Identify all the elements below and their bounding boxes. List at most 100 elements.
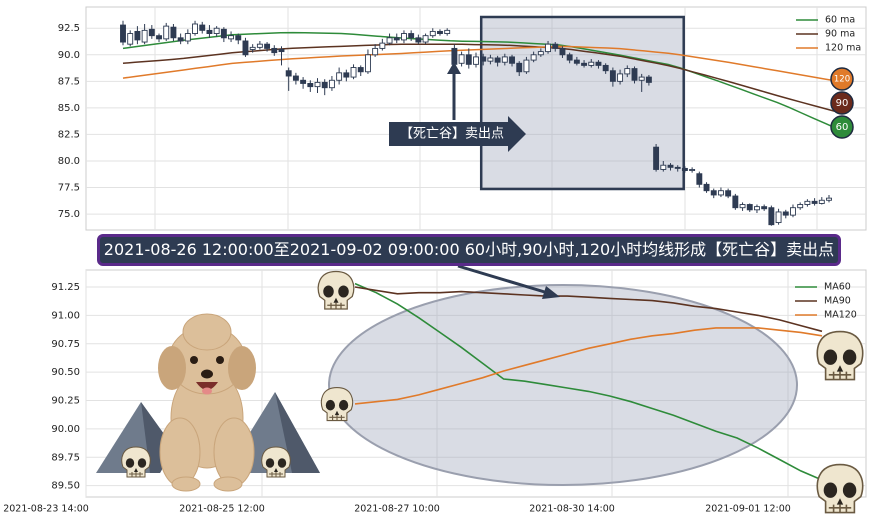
candlestick	[141, 23, 148, 45]
candle-body	[285, 70, 292, 77]
candlestick	[638, 73, 645, 92]
candle-body	[386, 37, 393, 44]
skull-eye	[842, 482, 857, 498]
bottom-legend: MA60 MA90 MA120	[795, 282, 857, 321]
candlestick	[537, 48, 544, 57]
candle-body	[797, 204, 804, 209]
candle-body	[674, 166, 681, 169]
candle-body	[307, 83, 314, 88]
candle-body	[602, 64, 609, 72]
candlestick	[588, 59, 595, 68]
candle-body	[156, 35, 162, 40]
skull-eye	[277, 458, 287, 468]
candlestick	[328, 76, 335, 91]
candle-body	[732, 195, 739, 209]
candlestick	[790, 204, 796, 218]
annotation-callout-arrow	[389, 116, 526, 152]
candlestick	[278, 46, 285, 66]
candlestick	[595, 60, 602, 69]
candlestick	[321, 79, 328, 96]
top-ytick-label: 77.5	[58, 183, 80, 194]
top-price-panel: 92.5 90.0 87.5 85.0 82.5 80.0 77.5 75.0 60 ma 90 …	[58, 6, 867, 231]
candlestick	[192, 20, 198, 36]
candle-body	[134, 30, 141, 41]
candle-body	[256, 43, 263, 48]
candle-body	[595, 61, 602, 66]
candlestick	[148, 25, 155, 39]
candlestick	[386, 33, 393, 46]
candlestick	[336, 67, 343, 85]
candlestick	[552, 42, 559, 52]
candlestick	[725, 188, 732, 199]
skull-teeth	[269, 472, 283, 477]
candle-body	[170, 26, 177, 39]
skull-nose	[334, 410, 340, 416]
candle-body	[631, 68, 638, 81]
candle-body	[739, 204, 746, 209]
poodle-mouth	[196, 382, 218, 390]
bottom-xtick-label: 2021-08-27 10:00	[354, 504, 440, 515]
candlestick	[235, 33, 242, 45]
candle-body	[242, 40, 249, 56]
candle-body	[328, 79, 335, 89]
candle-body	[523, 59, 530, 73]
skull-eye	[823, 349, 838, 365]
candle-body	[228, 35, 235, 40]
candle-body	[804, 200, 811, 205]
bottom-series-line-ma60	[354, 282, 823, 481]
candle-body	[559, 47, 566, 56]
bottom-series-line-ma120	[354, 327, 823, 405]
candlestick	[473, 52, 479, 68]
poodle-fur	[159, 417, 201, 487]
skull-nose	[836, 365, 844, 372]
top-ytick-label: 80.0	[58, 156, 80, 167]
candle-body	[782, 211, 789, 216]
bottom-legend-label: MA120	[824, 310, 857, 321]
poodle-eye	[190, 356, 198, 364]
candlestick	[242, 37, 249, 57]
skull-eye	[842, 349, 857, 365]
candle-body	[220, 28, 227, 39]
candle-body	[393, 37, 400, 41]
candlestick	[343, 69, 350, 82]
candle-body	[192, 23, 198, 34]
candle-body	[235, 35, 242, 41]
candle-body	[725, 190, 732, 197]
top-legend-label: 120 ma	[825, 43, 861, 54]
candle-body	[516, 62, 523, 73]
candlestick	[624, 65, 631, 78]
candlestick	[177, 33, 184, 45]
candle-body	[127, 33, 134, 45]
candlestick	[523, 56, 530, 74]
candlestick	[559, 46, 566, 58]
candle-body	[660, 164, 667, 170]
poodle-illustration	[158, 313, 256, 492]
candle-body	[487, 57, 494, 62]
candlestick	[775, 208, 782, 225]
candle-body	[681, 167, 688, 171]
candle-body	[768, 207, 775, 226]
candlestick	[156, 33, 162, 43]
candlestick	[220, 27, 227, 43]
candlestick	[134, 26, 141, 45]
candle-body	[314, 81, 321, 88]
candle-body	[350, 67, 357, 78]
poodle-ear	[228, 346, 256, 390]
poodle-nose	[201, 369, 213, 379]
candlestick	[818, 197, 825, 205]
bottom-ytick-label: 90.75	[51, 339, 80, 350]
top-ma90-line	[122, 43, 839, 113]
skull-nose	[836, 498, 844, 505]
candle-body	[790, 207, 796, 216]
top-legend-label: 90 ma	[825, 29, 855, 40]
candlestick	[545, 40, 551, 54]
death-valley-ellipse	[328, 284, 798, 486]
candle-body	[278, 49, 285, 53]
candlestick	[401, 30, 407, 44]
top-ytick-label: 82.5	[58, 129, 80, 140]
candle-body	[357, 67, 364, 73]
candlestick	[379, 38, 386, 51]
candlestick	[811, 198, 818, 206]
candle-body	[530, 54, 537, 61]
candlestick	[480, 53, 487, 66]
